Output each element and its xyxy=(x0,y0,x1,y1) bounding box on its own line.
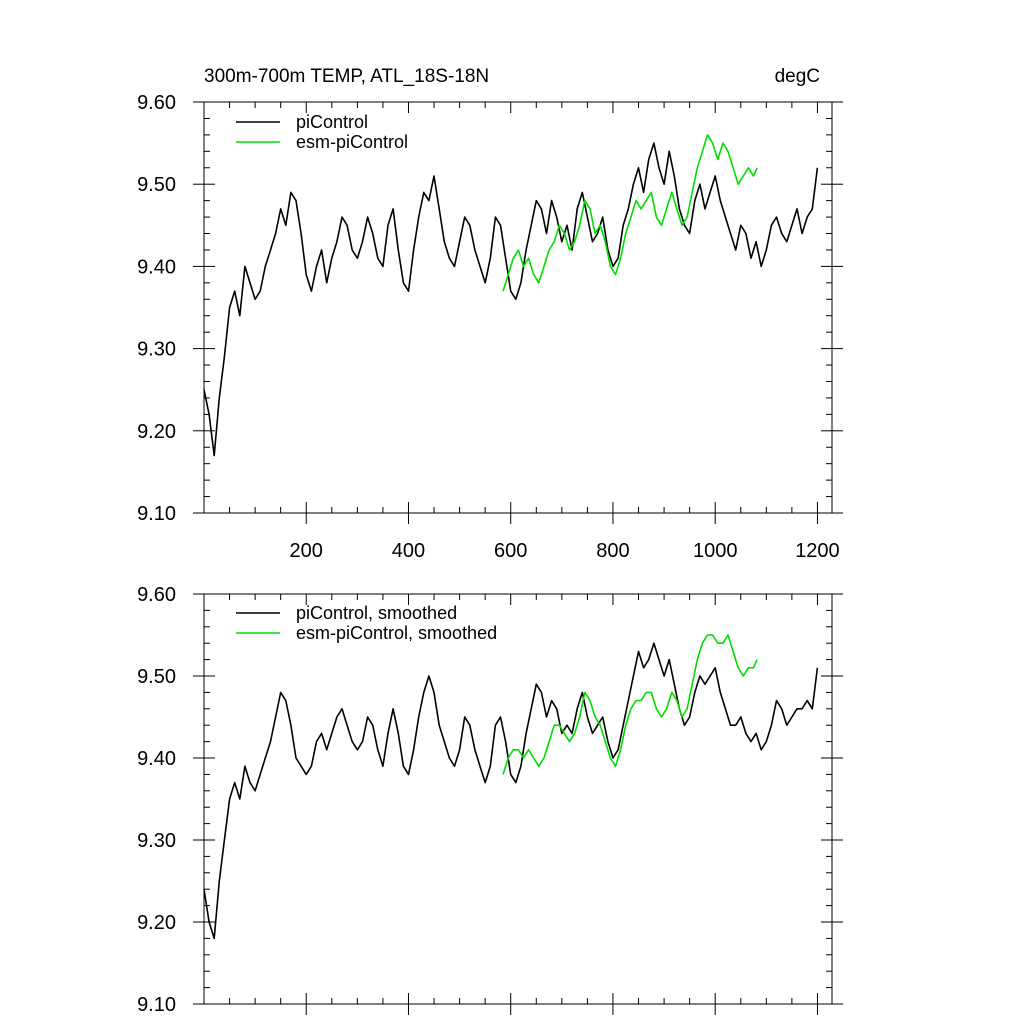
y-tick-label: 9.60 xyxy=(137,92,176,114)
plot-frame xyxy=(203,101,833,514)
y-tick-label: 9.50 xyxy=(137,174,176,196)
x-tick-label: 800 xyxy=(596,540,629,562)
y-tick-label: 9.40 xyxy=(137,256,176,278)
y-tick-label: 9.30 xyxy=(137,830,176,852)
series-line-esm-picontrol xyxy=(502,634,758,775)
x-tick-label: 400 xyxy=(392,540,425,562)
legend-label: piControl xyxy=(296,112,368,132)
legend-label: esm-piControl, smoothed xyxy=(296,623,497,643)
plot-frame xyxy=(203,593,833,1005)
y-tick-label: 9.60 xyxy=(137,584,176,606)
x-tick-label: 1000 xyxy=(693,540,738,562)
top-panel: 200 400 600 800 1000 1200 9.10 9.20 9.30 9.40 9.50… xyxy=(137,92,843,562)
chart-title: 300m-700m TEMP, ATL_18S-18N xyxy=(204,66,489,87)
series-line-picontrol xyxy=(203,142,819,457)
y-tick-label: 9.40 xyxy=(137,748,176,770)
x-tick-label: 600 xyxy=(494,540,527,562)
y-tick-label: 9.20 xyxy=(137,912,176,934)
series-line-picontrol xyxy=(203,642,819,940)
x-tick-label: 1200 xyxy=(795,540,840,562)
y-tick-label: 9.30 xyxy=(137,339,176,361)
legend-label: piControl, smoothed xyxy=(296,603,457,623)
series-line-esm-picontrol xyxy=(502,134,758,292)
bottom-panel: 9.10 9.20 9.30 9.40 9.50 9.60 piControl, smoot… xyxy=(137,584,843,1016)
x-tick-label: 200 xyxy=(290,540,323,562)
y-tick-label: 9.20 xyxy=(137,421,176,443)
y-tick-label: 9.10 xyxy=(137,503,176,525)
units-label: degC xyxy=(775,66,820,87)
legend-label: esm-piControl xyxy=(296,132,408,152)
y-tick-label: 9.50 xyxy=(137,666,176,688)
y-tick-label: 9.10 xyxy=(137,994,176,1016)
